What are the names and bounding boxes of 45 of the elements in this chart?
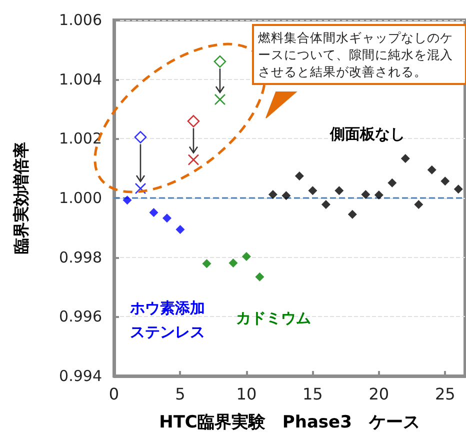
point [374, 190, 384, 200]
point [334, 186, 344, 196]
point [414, 200, 424, 210]
x-tick-label: 5 [175, 384, 186, 404]
point [400, 154, 410, 164]
y-tick-label: 0.998 [59, 248, 102, 266]
x-tick-label: 25 [434, 384, 456, 404]
point [149, 208, 158, 218]
point [440, 176, 450, 186]
y-tick-label: 0.994 [59, 367, 102, 385]
text: カドミウム [236, 309, 311, 327]
x-tick-label: 15 [302, 384, 323, 404]
point [176, 224, 185, 234]
point [202, 259, 212, 268]
point [427, 165, 436, 174]
point [214, 55, 226, 68]
y-tick-label: 1.004 [59, 70, 102, 88]
point [308, 186, 318, 196]
point [454, 184, 463, 194]
point [255, 272, 264, 282]
y-tick-label: 1.006 [59, 11, 102, 29]
point [361, 190, 370, 199]
y-tick-label: 0.996 [59, 308, 102, 326]
point [242, 252, 251, 261]
callout-box: 燃料集合体間水ギャップなしのケースについて、隙間に純水を混入させると結果が改善される。 [252, 24, 466, 85]
y-tick-label: 1.000 [59, 189, 102, 207]
x-tick-label: 20 [368, 384, 390, 404]
text: ホウ素添加ステンレス [129, 299, 205, 341]
x-tick-label: 0 [108, 384, 120, 404]
point [268, 190, 278, 199]
y-axis-title: 臨界実効増倍率 [12, 142, 30, 254]
point [187, 115, 200, 128]
x-tick-label: 10 [236, 384, 257, 404]
point [282, 191, 291, 200]
point [321, 200, 330, 210]
point [348, 210, 357, 219]
x-axis-title: HTC臨界実験 Phase3 ケース [159, 412, 420, 432]
point [228, 258, 238, 268]
point [134, 131, 147, 144]
point [188, 154, 200, 166]
point [388, 178, 397, 188]
point [122, 196, 132, 205]
point [294, 172, 304, 181]
point [162, 214, 172, 223]
series-label: 側面板なし [329, 125, 405, 143]
